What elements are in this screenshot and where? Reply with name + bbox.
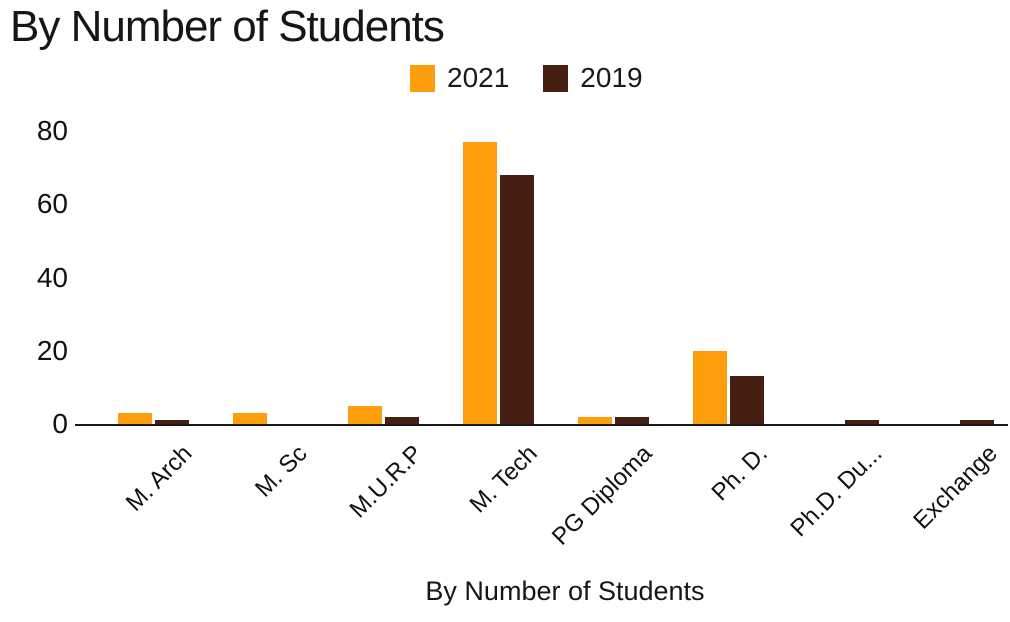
x-tick-slot-m-arch: M. Arch bbox=[96, 424, 211, 554]
legend-label: 2019 bbox=[580, 62, 643, 93]
x-tick-label-m-arch: M. Arch bbox=[120, 440, 198, 517]
bar-2021-m-u-r-p bbox=[348, 405, 382, 424]
x-tick-label-m-u-r-p: M.U.R.P bbox=[344, 440, 428, 524]
x-tick-label-pg-diploma: PG Diploma bbox=[547, 440, 658, 551]
x-axis-title: By Number of Students bbox=[425, 576, 705, 606]
bar-2019-ph-d-du bbox=[845, 420, 879, 424]
legend-item-2019[interactable]: 2019 bbox=[543, 62, 643, 94]
x-tick-slot-ph-d: Ph. D. bbox=[671, 424, 786, 554]
legend-item-2021[interactable]: 2021 bbox=[410, 62, 509, 94]
bar-2019-m-u-r-p bbox=[385, 416, 419, 424]
bar-2021-pg-diploma bbox=[578, 416, 612, 424]
x-tick-slot-exchange: Exchange bbox=[901, 424, 1010, 554]
bar-group-exchange bbox=[901, 131, 1010, 424]
y-tick-label-40: 40 bbox=[36, 261, 68, 293]
x-tick-label-m-sc: M. Sc bbox=[250, 440, 313, 503]
bar-group-m-arch bbox=[96, 131, 211, 424]
x-tick-label-m-tech: M. Tech bbox=[464, 440, 543, 519]
legend-label: 2021 bbox=[447, 62, 510, 93]
bar-2019-pg-diploma bbox=[615, 416, 649, 424]
x-tick-label-exchange: Exchange bbox=[908, 440, 1003, 535]
y-tick-label-60: 60 bbox=[36, 188, 68, 220]
x-tick-slot-m-tech: M. Tech bbox=[441, 424, 556, 554]
bar-group-ph-d-du bbox=[786, 131, 901, 424]
bar-group-m-u-r-p bbox=[326, 131, 441, 424]
bar-2021-ph-d bbox=[693, 350, 727, 424]
bar-2019-m-arch bbox=[155, 420, 189, 424]
bar-2021-m-sc bbox=[233, 413, 267, 424]
bar-2021-m-arch bbox=[118, 413, 152, 424]
legend-swatch-icon bbox=[410, 64, 435, 92]
bar-group-m-sc bbox=[211, 131, 326, 424]
bar-2019-m-tech bbox=[500, 174, 534, 424]
y-tick-label-80: 80 bbox=[36, 115, 68, 146]
y-tick-label-0: 0 bbox=[52, 408, 68, 439]
legend-swatch-icon bbox=[543, 64, 569, 92]
bar-2019-exchange bbox=[960, 420, 994, 424]
bar-2019-ph-d bbox=[730, 376, 764, 424]
x-axis-line bbox=[75, 424, 1008, 426]
x-axis-tick-labels: M. Arch M. Sc M.U.R.P M. Tech PG Diploma Ph. … bbox=[96, 424, 1010, 554]
x-tick-slot-m-sc: M. Sc bbox=[211, 424, 326, 554]
x-tick-slot-m-u-r-p: M.U.R.P bbox=[326, 424, 441, 554]
bar-group-ph-d bbox=[671, 131, 786, 424]
chart-title: By Number of Students bbox=[10, 2, 445, 51]
bar-2021-m-tech bbox=[463, 142, 497, 424]
x-tick-label-ph-d-du: Ph.D. Du... bbox=[785, 440, 888, 543]
legend: 2021 2019 bbox=[410, 62, 643, 94]
plot-area bbox=[96, 131, 1010, 424]
x-tick-slot-ph-d-du: Ph.D. Du... bbox=[786, 424, 901, 554]
y-tick-label-20: 20 bbox=[36, 334, 68, 366]
bar-group-m-tech bbox=[441, 131, 556, 424]
x-tick-label-ph-d: Ph. D. bbox=[706, 440, 773, 507]
x-tick-slot-pg-diploma: PG Diploma bbox=[547, 424, 671, 554]
bar-group-pg-diploma bbox=[556, 131, 671, 424]
